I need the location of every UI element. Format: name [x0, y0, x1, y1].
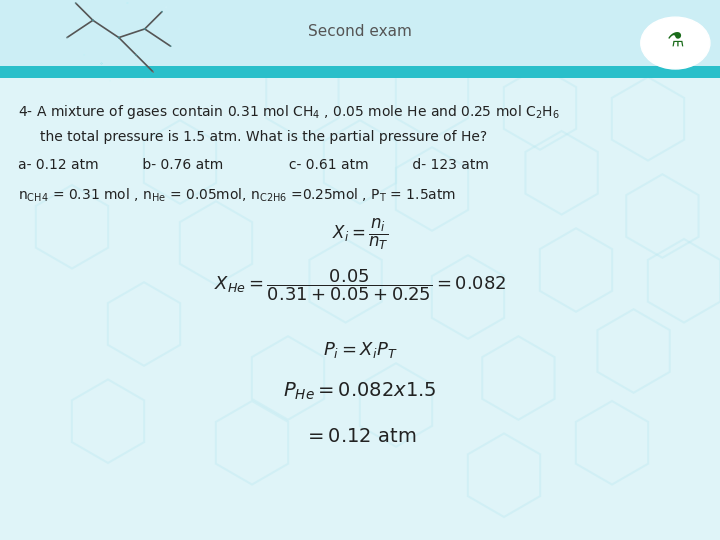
Text: $= 0.12\ \mathrm{atm}$: $= 0.12\ \mathrm{atm}$ [304, 427, 416, 446]
Text: 4- A mixture of gases contain 0.31 mol CH$_4$ , 0.05 mole He and 0.25 mol C$_2$H: 4- A mixture of gases contain 0.31 mol C… [18, 103, 560, 120]
FancyBboxPatch shape [0, 0, 720, 78]
Text: $X_{He} = \dfrac{0.05}{0.31+0.05+0.25} = 0.082$: $X_{He} = \dfrac{0.05}{0.31+0.05+0.25} =… [214, 267, 506, 303]
Text: Second exam: Second exam [308, 24, 412, 39]
Text: $X_i = \dfrac{n_i}{n_T}$: $X_i = \dfrac{n_i}{n_T}$ [332, 217, 388, 252]
Text: the total pressure is 1.5 atm. What is the partial pressure of He?: the total pressure is 1.5 atm. What is t… [40, 130, 487, 144]
Text: $P_i = X_i P_T$: $P_i = X_i P_T$ [323, 340, 397, 360]
Circle shape [641, 17, 710, 69]
Text: $P_{He} = 0.082x1.5$: $P_{He} = 0.082x1.5$ [283, 381, 437, 402]
Text: a- 0.12 atm          b- 0.76 atm               c- 0.61 atm          d- 123 atm: a- 0.12 atm b- 0.76 atm c- 0.61 atm d- 1… [18, 158, 489, 172]
FancyBboxPatch shape [0, 66, 720, 78]
Text: ⚗: ⚗ [667, 31, 684, 50]
Text: n$_{\mathregular{CH4}}$ = 0.31 mol , n$_{\mathregular{He}}$ = 0.05mol, n$_{\math: n$_{\mathregular{CH4}}$ = 0.31 mol , n$_… [18, 186, 456, 204]
